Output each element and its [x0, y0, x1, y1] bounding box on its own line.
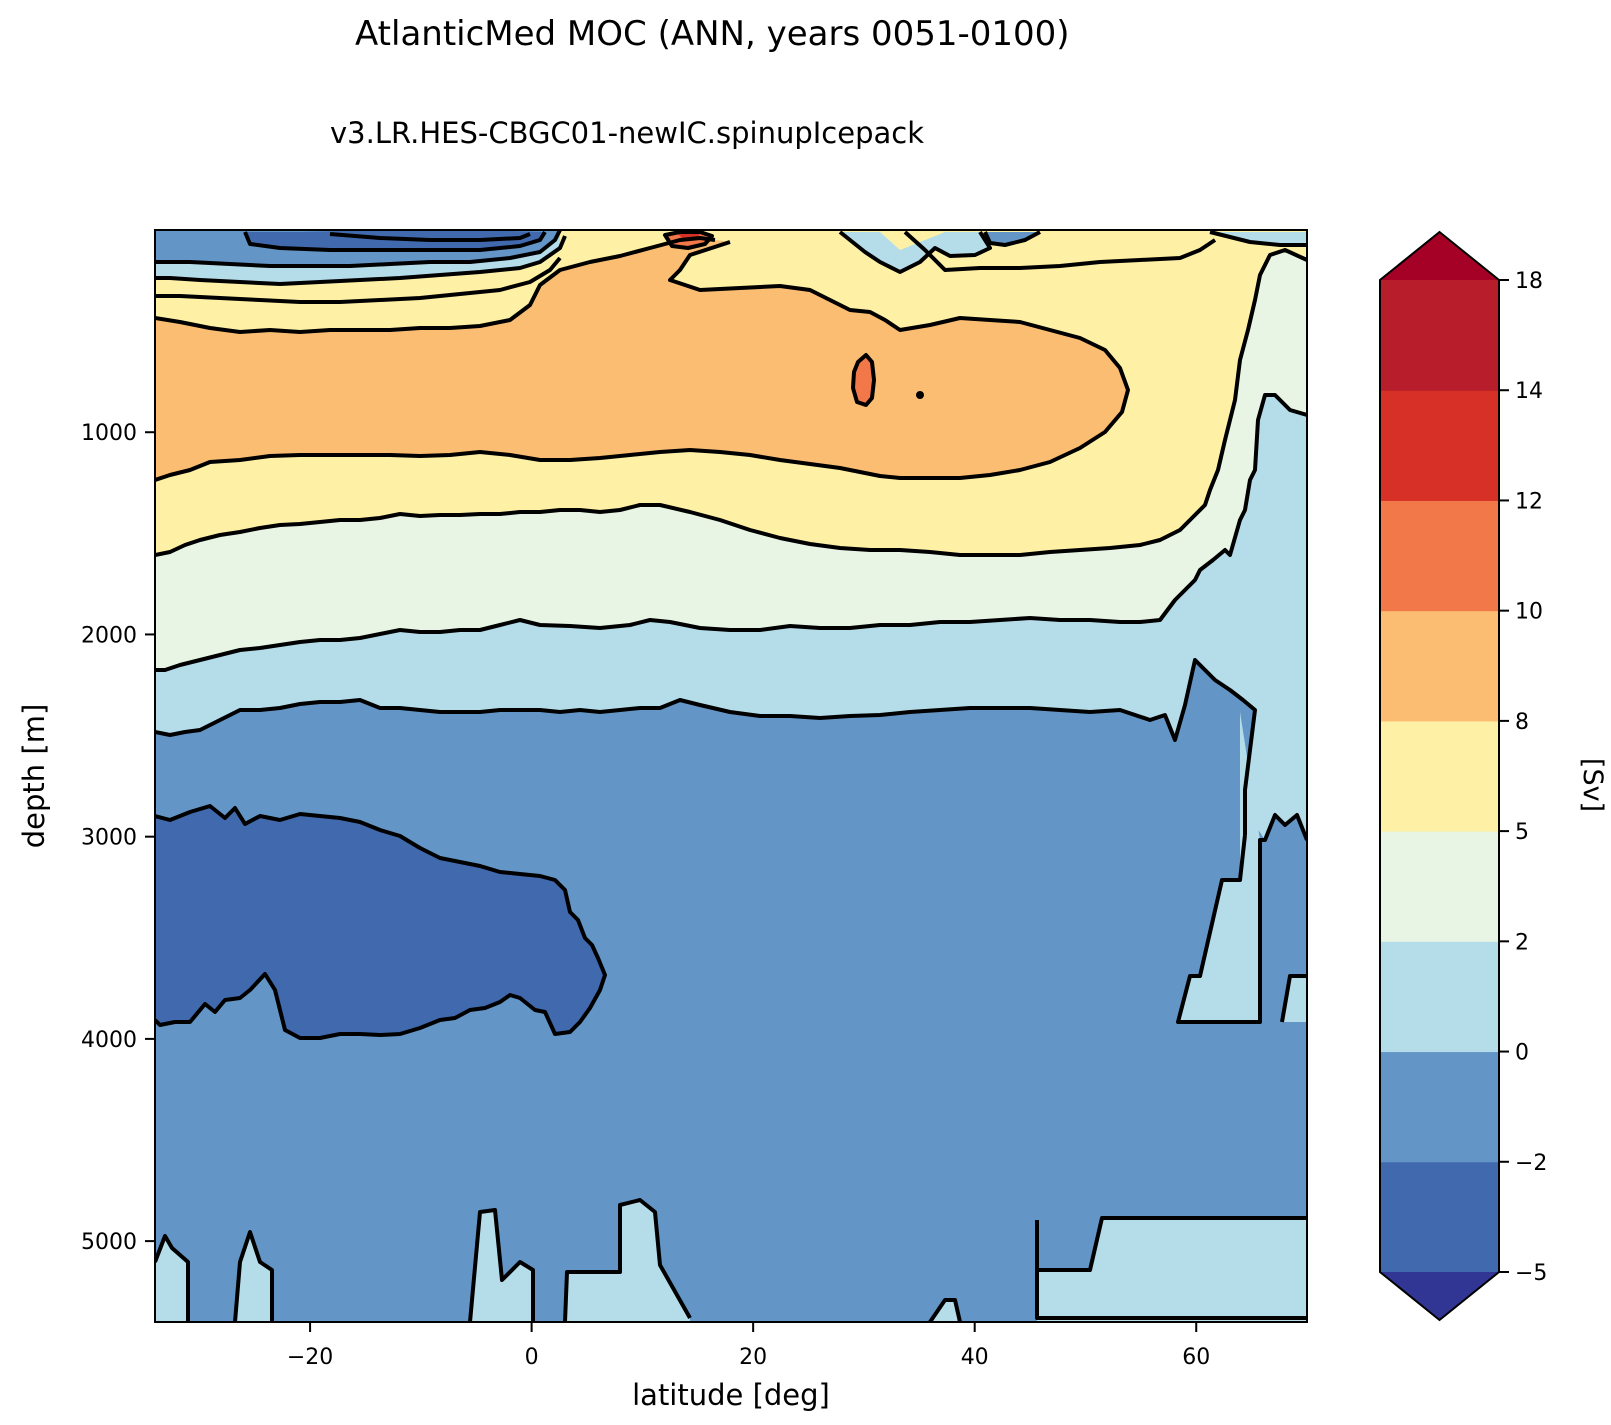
contour-line-surface-3: [155, 256, 562, 304]
band-0-2-abyss-center: [470, 1210, 533, 1322]
contour-line-10-spot: [851, 353, 876, 407]
band-10-12-spot: [853, 355, 874, 405]
x-tick-label: 0: [525, 1345, 539, 1370]
y-tick-label: 5000: [81, 1230, 137, 1255]
x-tick-label: −20: [287, 1345, 333, 1370]
colorbar-tick-label: −2: [1515, 1151, 1547, 1176]
colorbar-label: [Sv]: [1577, 758, 1608, 812]
colorbar-extend-min: [1380, 1272, 1499, 1320]
contour-line-abyss-center: [468, 1208, 535, 1322]
contour-line-surface-5: [329, 232, 531, 242]
contour-line-surface-right4: [903, 230, 1217, 272]
y-axis: 1000 2000 3000 4000 5000: [81, 421, 155, 1255]
band-neg2-0-surface-right: [985, 232, 1040, 245]
colorbar-band: [1380, 390, 1499, 501]
band-0-2-abyss-center2: [565, 1200, 690, 1322]
contour-line-deep-cell: [155, 804, 607, 1040]
colorbar-band: [1380, 610, 1499, 722]
contour-line-surface-2: [155, 235, 567, 286]
contour-line-abyss-left2: [233, 1230, 274, 1322]
band-8-10: [155, 238, 1128, 480]
contour-fields: [155, 230, 1307, 1322]
colorbar-tick-label: 18: [1515, 269, 1543, 294]
colorbar-band: [1380, 831, 1499, 942]
contour-line-dot: [916, 391, 924, 399]
colorbar-tick-label: 5: [1515, 820, 1529, 845]
x-axis-label: latitude [deg]: [632, 1378, 830, 1412]
plot-frame: [154, 229, 1308, 1323]
contour-line-8-upper: [155, 236, 716, 334]
x-tick-label: 60: [1182, 1345, 1210, 1370]
contour-line-abyss-bottom: [1035, 1270, 1307, 1320]
band-0-2-surface-right: [840, 232, 990, 272]
band-0-2-abyss-right: [1037, 1218, 1307, 1322]
contour-line-0-upper: [155, 658, 1257, 835]
colorbar-tick-label: 10: [1515, 600, 1543, 625]
colorbar-tick-label: 12: [1515, 489, 1543, 514]
contour-line-8: [155, 240, 1130, 482]
x-tick-label: 40: [961, 1345, 989, 1370]
colorbar-extend-max: [1380, 232, 1499, 280]
chart-title: AtlanticMed MOC (ANN, years 0051-0100): [355, 14, 1070, 54]
colorbar-tick-label: −5: [1515, 1261, 1547, 1286]
colorbar-tick-label: 0: [1515, 1041, 1529, 1066]
colorbar-band: [1380, 1051, 1499, 1163]
y-tick-label: 3000: [81, 826, 137, 851]
x-axis: −20 0 20 40 60: [287, 1322, 1210, 1370]
colorbar-band: [1380, 280, 1499, 391]
contour-line-surface-right2: [983, 230, 1041, 247]
contour-line-surface-right3: [1209, 230, 1307, 247]
band-0-2-surface-far-right: [1210, 232, 1307, 245]
colorbar-tick-label: 2: [1515, 930, 1529, 955]
contour-line-abyss-left: [155, 1234, 190, 1322]
contour-line-surface-1: [155, 230, 562, 268]
y-tick-label: 4000: [81, 1028, 137, 1053]
x-tick-label: 20: [739, 1345, 767, 1370]
contour-line-10-surface: [663, 230, 714, 250]
chart-subtitle: v3.LR.HES-CBGC01-newIC.spinupIcepack: [330, 116, 925, 150]
colorbar-band: [1380, 500, 1499, 612]
contour-line-2: [155, 393, 1307, 672]
colorbar-tick-label: 14: [1515, 379, 1543, 404]
band-0-2-abyss-small: [930, 1300, 960, 1322]
colorbar-band: [1380, 941, 1499, 1053]
y-tick-label: 2000: [81, 623, 137, 648]
contour-line-5: [155, 248, 1307, 557]
contour-line-abyss-small: [928, 1298, 962, 1322]
contour-line-0-deep: [1176, 813, 1307, 1024]
band-0-2-deep-right: [1178, 712, 1260, 1022]
band-0-2-abyss-left: [155, 1236, 188, 1322]
contour-line-surface-4: [243, 230, 547, 252]
colorbar-band: [1380, 1161, 1499, 1273]
y-tick-label: 1000: [81, 421, 137, 446]
contour-line-abyss-center2: [563, 1198, 692, 1322]
contour-lines: [155, 230, 1307, 1322]
y-axis-label: depth [m]: [17, 704, 51, 849]
contour-line-abyss-right: [1035, 1216, 1307, 1272]
colorbar: −5 −2 0 2 5 8 10 12 14 18: [1379, 230, 1547, 1322]
band-neg5-neg2-deep: [155, 806, 605, 1038]
colorbar-band: [1380, 720, 1499, 832]
colorbar-tick-label: 8: [1515, 710, 1529, 735]
contour-line-0-deep-edge: [1280, 974, 1307, 1023]
